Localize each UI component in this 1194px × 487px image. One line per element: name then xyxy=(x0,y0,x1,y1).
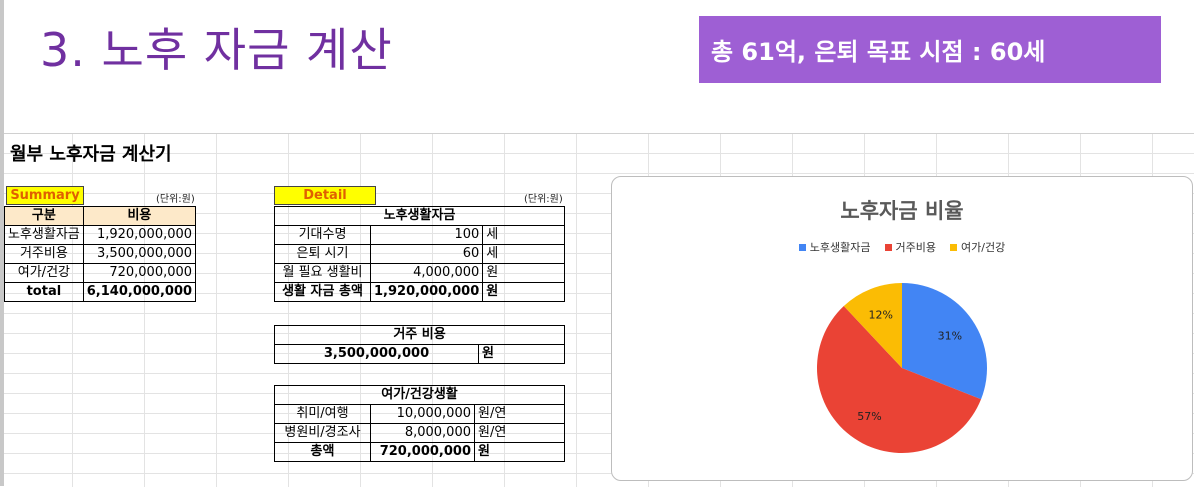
detail-cell-value[interactable]: 8,000,000 xyxy=(370,423,475,443)
table-row: 3,500,000,000 원 xyxy=(274,344,565,364)
legend-label: 여가/건강 xyxy=(961,241,1006,254)
table-row: 병원비/경조사 8,000,000 원/연 xyxy=(274,423,565,443)
detail-housing-value[interactable]: 3,500,000,000 xyxy=(274,344,479,364)
detail-living-header: 노후생활자금 xyxy=(274,206,565,226)
table-row: 기대수명 100 세 xyxy=(274,225,565,245)
summary-total-value[interactable]: 6,140,000,000 xyxy=(82,282,197,302)
pie-chart-card[interactable]: 노후자금 비율 노후생활자금 거주비용 여가/건강 31% 57% 12% xyxy=(611,176,1193,481)
detail-living-table: 노후생활자금 기대수명 100 세 은퇴 시기 60 세 월 필요 생활비 4,… xyxy=(274,206,565,302)
detail-cell-unit[interactable]: 원/연 xyxy=(474,404,565,424)
detail-cell-value[interactable]: 60 xyxy=(369,244,484,264)
summary-cell-name[interactable]: 거주비용 xyxy=(4,244,84,264)
summary-unit: (단위:원) xyxy=(156,194,195,205)
pie-slice-label: 12% xyxy=(868,308,892,321)
detail-housing-table: 거주 비용 3,500,000,000 원 xyxy=(274,325,565,364)
chart-legend: 노후생활자금 거주비용 여가/건강 xyxy=(612,239,1192,255)
detail-cell-unit[interactable]: 세 xyxy=(482,225,565,245)
table-row: 여가/건강 720,000,000 xyxy=(4,263,197,283)
summary-cell-value[interactable]: 3,500,000,000 xyxy=(82,244,197,264)
table-row: 생활 자금 총액 1,920,000,000 원 xyxy=(274,282,565,302)
summary-cell-name[interactable]: 여가/건강 xyxy=(4,263,84,283)
detail-unit: (단위:원) xyxy=(524,194,563,205)
chart-title: 노후자금 비율 xyxy=(840,199,964,223)
summary-total-label[interactable]: total xyxy=(4,282,84,302)
summary-cell-value[interactable]: 1,920,000,000 xyxy=(82,225,197,245)
slide-title: 3. 노후 자금 계산 xyxy=(40,23,393,77)
pie-slice-label: 31% xyxy=(938,330,962,343)
table-row: 총액 720,000,000 원 xyxy=(274,442,565,462)
legend-item: 거주비용 xyxy=(884,239,937,255)
legend-swatch-leisure xyxy=(950,243,958,251)
detail-cell-unit[interactable]: 원 xyxy=(482,282,565,302)
detail-cell-value[interactable]: 1,920,000,000 xyxy=(369,282,484,302)
detail-cell-name[interactable]: 월 필요 생활비 xyxy=(274,263,371,283)
detail-cell-value[interactable]: 720,000,000 xyxy=(370,442,475,462)
table-row: total 6,140,000,000 xyxy=(4,282,197,302)
detail-leisure-table: 여가/건강생활 취미/여행 10,000,000 원/연 병원비/경조사 8,0… xyxy=(274,385,565,462)
detail-cell-name[interactable]: 총액 xyxy=(274,442,371,462)
detail-housing-header: 거주 비용 xyxy=(274,325,565,345)
detail-cell-value[interactable]: 100 xyxy=(369,225,484,245)
table-row: 거주비용 3,500,000,000 xyxy=(4,244,197,264)
detail-cell-name[interactable]: 기대수명 xyxy=(274,225,371,245)
legend-label: 거주비용 xyxy=(895,241,937,254)
legend-swatch-living xyxy=(798,243,806,251)
detail-cell-unit[interactable]: 원/연 xyxy=(474,423,565,443)
pie-slice[interactable] xyxy=(817,306,982,454)
legend-item: 여가/건강 xyxy=(950,239,1005,255)
detail-cell-name[interactable]: 은퇴 시기 xyxy=(274,244,371,264)
summary-banner: 총 61억, 은퇴 목표 시점 : 60세 xyxy=(699,16,1161,83)
pie-slice[interactable] xyxy=(902,283,987,400)
window-left-edge xyxy=(0,0,4,486)
summary-cell-name[interactable]: 노후생활자금 xyxy=(4,225,84,245)
sheet-title: 월부 노후자금 계산기 xyxy=(10,144,172,165)
detail-cell-unit[interactable]: 원 xyxy=(474,442,565,462)
detail-cell-value[interactable]: 10,000,000 xyxy=(370,404,475,424)
detail-cell-name[interactable]: 취미/여행 xyxy=(274,404,371,424)
detail-label: Detail xyxy=(274,186,376,205)
detail-cell-name[interactable]: 병원비/경조사 xyxy=(274,423,371,443)
detail-cell-unit[interactable]: 원 xyxy=(482,263,565,283)
detail-cell-name[interactable]: 생활 자금 총액 xyxy=(274,282,371,302)
summary-header-cost: 비용 xyxy=(82,206,197,226)
summary-header-category: 구분 xyxy=(4,206,84,226)
summary-label: Summary xyxy=(6,186,84,205)
table-row: 노후생활자금 1,920,000,000 xyxy=(4,225,197,245)
legend-item: 노후생활자금 xyxy=(798,239,871,255)
table-row: 취미/여행 10,000,000 원/연 xyxy=(274,404,565,424)
summary-cell-value[interactable]: 720,000,000 xyxy=(82,263,197,283)
legend-swatch-housing xyxy=(884,243,892,251)
pie-chart: 31% 57% 12% xyxy=(817,283,987,454)
pie-slice-label: 57% xyxy=(857,410,881,423)
detail-cell-unit[interactable]: 세 xyxy=(482,244,565,264)
detail-cell-value[interactable]: 4,000,000 xyxy=(369,263,484,283)
table-row: 은퇴 시기 60 세 xyxy=(274,244,565,264)
pie-slice[interactable] xyxy=(843,283,902,368)
detail-leisure-header: 여가/건강생활 xyxy=(274,385,565,405)
summary-table: 구분 비용 노후생활자금 1,920,000,000 거주비용 3,500,00… xyxy=(4,206,197,302)
detail-housing-unit[interactable]: 원 xyxy=(478,344,565,364)
legend-label: 노후생활자금 xyxy=(809,241,871,254)
table-row: 월 필요 생활비 4,000,000 원 xyxy=(274,263,565,283)
